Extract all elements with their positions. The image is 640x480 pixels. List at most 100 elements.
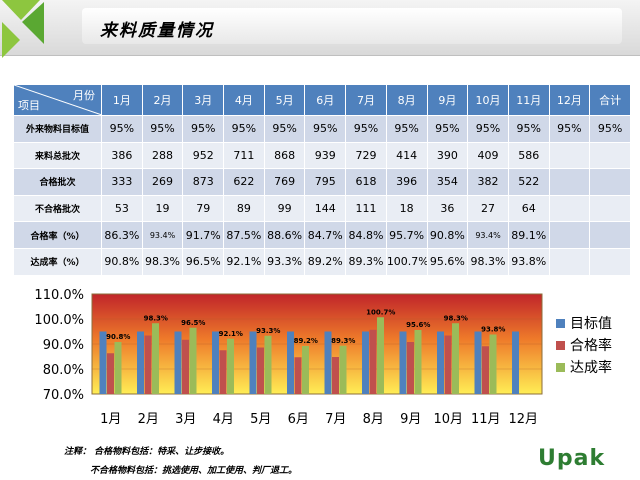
table-cell: 95% [101,115,143,143]
table-cell: 98.3% [141,247,184,276]
table-cell: 873 [182,168,225,196]
table-cell [548,247,591,276]
table-row: 外来物料目标值 95% 95% 95% 95% 95% 95% 95% 95% 95% 95% 95%… [13,115,631,143]
table-cell: 92.1% [223,247,265,276]
table-cell: 390 [426,141,469,170]
table-cell: 95.7% [385,221,428,249]
table-cell: 586 [507,141,550,170]
table-cell: 95% [467,115,509,143]
table-cell: 86.3% [101,221,143,249]
table-cell: 95% [548,115,591,143]
table-cell: 84.8% [345,221,387,249]
x-category-label: 7月 [325,412,346,427]
table-cell: 144 [304,194,347,223]
bar-合格率 [332,357,339,394]
table-cell: 269 [141,168,184,196]
table-header-month: 9月 [426,84,469,116]
table-row: 来料总批次 386 288 952 711 868 939 729 414 390 409 586 [13,141,631,170]
table-cell: 84.7% [304,221,347,249]
table-cell: 27 [467,194,509,223]
x-category-label: 1月 [100,412,121,427]
table-cell: 354 [426,168,469,196]
table-cell [548,221,591,249]
table-header-month: 6月 [304,84,347,116]
bar-合格率 [144,335,152,394]
data-label: 92.1% [219,330,243,338]
slide-header: 来料质量情况 [0,0,640,58]
table-cell: 95% [345,115,387,143]
table-cell: 95% [223,115,265,143]
table-cell: 90.8% [426,221,469,249]
bar-目标值 [362,331,369,394]
table-cell [589,168,631,196]
table-cell: 90.8% [101,247,143,276]
x-category-label: 10月 [433,412,463,427]
table-row-label: 合格批次 [13,168,102,196]
table-cell: 64 [507,194,550,223]
bar-达成率 [152,323,159,394]
table-cell: 333 [101,168,143,196]
data-label: 98.3% [144,314,168,322]
bar-达成率 [114,342,122,394]
x-category-label: 12月 [508,412,538,427]
legend-label: 目标值 [570,316,612,332]
table-cell: 93.3% [263,247,306,276]
table-row-label: 外来物料目标值 [13,115,102,143]
bar-合格率 [219,350,227,394]
data-label: 90.8% [106,333,130,341]
table-cell: 618 [345,168,387,196]
table-cell: 414 [385,141,428,170]
table-header-month: 5月 [263,84,306,116]
table-cell [548,194,591,223]
table-cell [589,194,631,223]
y-tick-label: 90.0% [43,338,84,353]
bar-目标值 [512,331,519,394]
bar-目标值 [437,331,444,394]
table-cell: 89.1% [507,221,550,249]
table-cell: 95% [304,115,347,143]
table-header-month: 合计 [589,84,631,116]
note-line-1: 注释： 合格物料包括：特采、让步接收。 [64,447,230,457]
x-category-label: 4月 [213,412,234,427]
y-tick-label: 70.0% [43,388,84,403]
table-cell [589,141,631,170]
bar-目标值 [324,331,332,394]
table-cell: 95% [507,115,550,143]
bar-达成率 [227,338,234,394]
table-cell: 89 [223,194,265,223]
legend-label: 达成率 [570,359,612,376]
table-row: 不合格批次 53 19 79 89 99 144 111 18 36 27 64 [13,194,631,223]
table-cell: 53 [101,194,143,223]
corner-month-label: 月份 [73,89,95,102]
table-corner-cell: 月份项目 [13,84,102,116]
data-label: 93.3% [256,327,280,335]
y-tick-label: 110.0% [34,288,84,303]
table-row: 达成率（%） 90.8% 98.3% 96.5% 92.1% 93.3% 89.2% 89.3… [13,247,631,276]
table-header-month: 11月 [507,84,550,116]
title-bar [82,8,622,44]
x-category-label: 11月 [471,412,501,427]
table-row-label: 合格率（%） [13,221,102,249]
table-cell: 795 [304,168,347,196]
table-cell: 96.5% [182,247,225,276]
bar-达成率 [377,317,384,394]
y-tick-label: 100.0% [34,313,84,328]
table-cell: 386 [101,141,143,170]
table-cell: 93.4% [141,221,184,249]
table-cell: 711 [223,141,265,170]
legend-swatch [556,363,565,372]
corner-item-label: 项目 [18,99,40,112]
table-cell [548,141,591,170]
x-category-label: 2月 [138,412,159,427]
quality-table: 月份 项目 1月 2月 3月 4月 5月 6月 7月 8月 9月 10月 11月 12月 合计 外来物料目标值… [13,84,631,276]
table-cell [548,168,591,196]
bar-达成率 [302,346,309,394]
table-row: 合格批次 333 269 873 622 769 795 618 396 354 382 522 [13,168,631,196]
table-header-month: 8月 [385,84,428,116]
bar-达成率 [414,330,422,394]
table-cell: 95% [426,115,469,143]
table-row: 合格率（%） 86.3% 93.4% 91.7% 87.5% 88.6% 84.7% 84.8… [13,221,631,249]
table-cell: 95.6% [426,247,469,276]
table-header-month: 10月 [467,84,509,116]
table-cell: 100.7% [385,247,428,276]
